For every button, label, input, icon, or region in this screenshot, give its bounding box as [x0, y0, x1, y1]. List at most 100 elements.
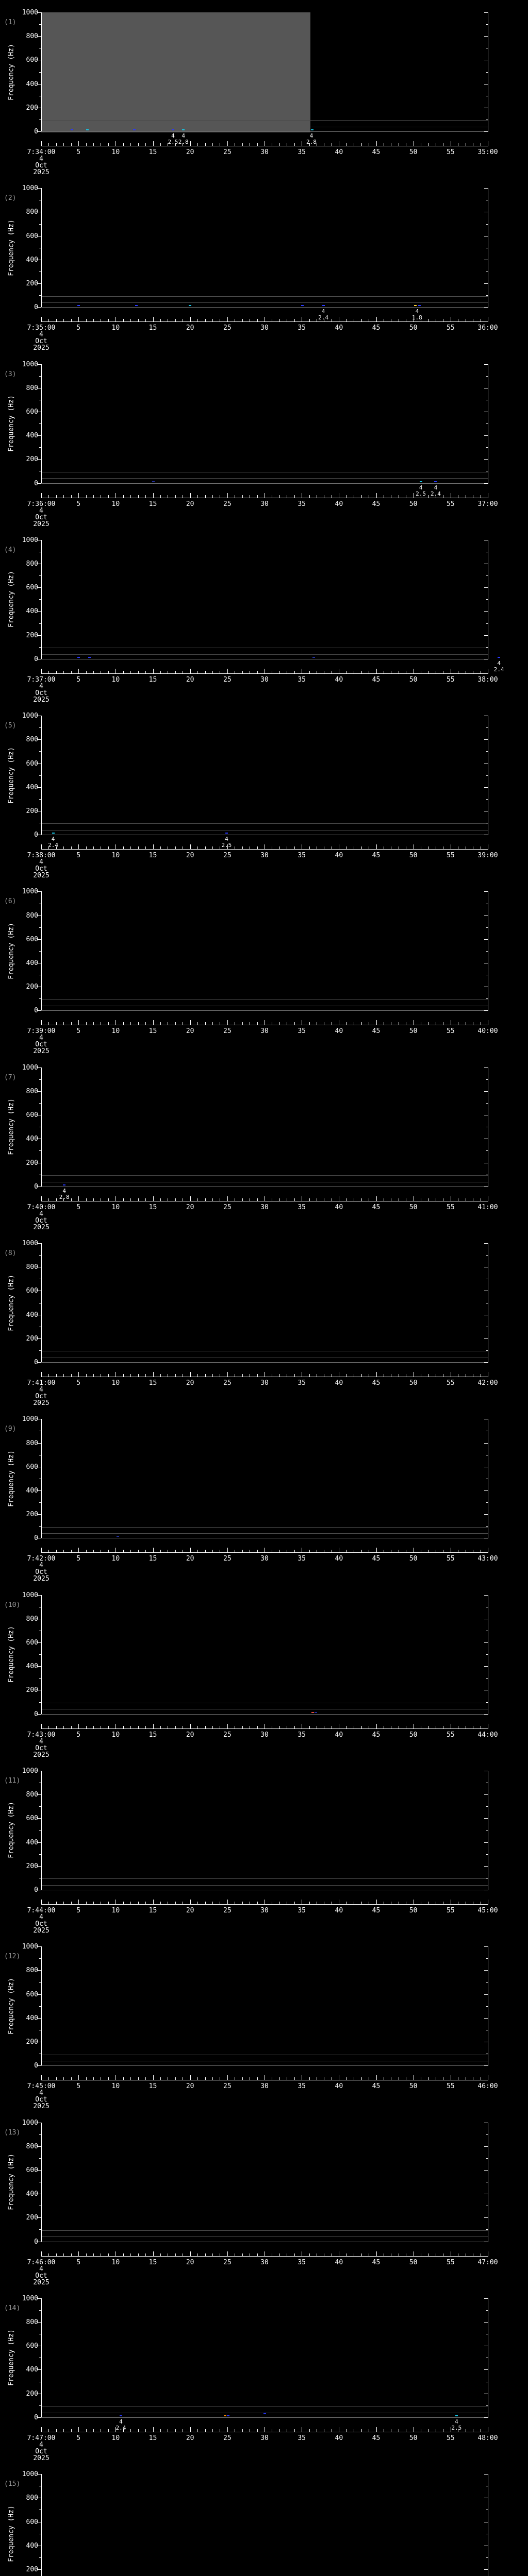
- x-tick: [175, 1550, 176, 1553]
- reference-line: [41, 999, 488, 1000]
- x-tick-label: 35: [298, 1731, 306, 1739]
- y-tick: [486, 1502, 488, 1503]
- y-tick: [484, 611, 488, 612]
- x-tick: [175, 846, 176, 850]
- x-tick-label: 5: [76, 1379, 81, 1387]
- y-axis-title: Frequency (Hz): [7, 395, 15, 452]
- x-tick: [41, 493, 42, 498]
- x-tick-label: 50: [409, 2082, 418, 2091]
- x-tick: [93, 670, 94, 673]
- x-tick-label: 45: [372, 852, 381, 860]
- date-line: Oct: [35, 865, 47, 873]
- x-tick: [309, 495, 310, 498]
- x-tick: [346, 2429, 347, 2432]
- x-tick: [346, 1550, 347, 1553]
- x-tick-label: 55: [447, 324, 455, 332]
- x-tick: [205, 1725, 206, 1728]
- event-magnitude-label: 2.4: [318, 314, 328, 321]
- x-tick: [190, 1899, 191, 1904]
- x-tick: [160, 495, 161, 498]
- x-tick-label: 40: [335, 2082, 343, 2091]
- x-tick: [257, 2253, 258, 2256]
- y-tick: [486, 2229, 488, 2230]
- x-tick: [205, 1550, 206, 1553]
- reference-line: [41, 829, 488, 831]
- x-tick: [153, 1020, 154, 1025]
- x-tick-label: 30: [260, 500, 269, 508]
- x-tick-label: 10: [111, 148, 120, 156]
- x-tick: [227, 1723, 228, 1728]
- event-day-label: 4: [415, 308, 419, 315]
- detection-mark: [88, 656, 91, 658]
- x-tick: [279, 846, 280, 850]
- y-tick: [484, 459, 488, 460]
- panel-index-label: (1): [4, 19, 16, 26]
- y-tick: [39, 751, 41, 752]
- y-axis-left: [41, 1419, 42, 1538]
- y-tick: [486, 376, 488, 377]
- y-tick: [37, 1243, 41, 1244]
- date-line: Oct: [35, 1216, 47, 1225]
- x-tick-label: 30: [260, 1555, 269, 1563]
- y-axis-title: Frequency (Hz): [7, 2329, 15, 2386]
- y-tick: [486, 751, 488, 752]
- x-tick: [212, 1374, 213, 1377]
- x-tick: [257, 143, 258, 146]
- x-tick: [153, 493, 154, 498]
- x-tick: [130, 1725, 131, 1728]
- x-tick: [242, 1198, 243, 1201]
- x-tick: [205, 846, 206, 850]
- reference-line: [41, 1878, 488, 1879]
- y-tick: [484, 36, 488, 37]
- zero-hz-line: [41, 2065, 488, 2066]
- x-tick-label: 55: [447, 852, 455, 860]
- x-tick: [294, 1550, 295, 1553]
- x-tick: [153, 317, 154, 322]
- x-tick: [86, 1901, 87, 1904]
- y-tick: [484, 787, 488, 788]
- x-tick-label: 20: [186, 1555, 194, 1563]
- y-tick: [484, 2065, 488, 2066]
- x-tick-label: 5: [76, 1731, 81, 1739]
- x-tick: [309, 846, 310, 850]
- date-line: 4: [39, 1386, 43, 1394]
- date-label: 4 Oct 2025: [33, 331, 49, 351]
- date-line: 4: [39, 1737, 43, 1745]
- y-tick: [37, 739, 41, 740]
- x-tick: [108, 319, 109, 322]
- x-tick: [212, 670, 213, 673]
- detection-mark: [322, 305, 325, 307]
- x-tick: [428, 1725, 429, 1728]
- y-tick: [37, 1010, 41, 1011]
- x-tick: [428, 1550, 429, 1553]
- x-tick: [63, 1374, 64, 1377]
- event-magnitude-label: 2.5: [168, 139, 178, 145]
- x-tick: [227, 668, 228, 673]
- x-tick: [48, 1198, 50, 1201]
- x-tick: [71, 2077, 72, 2080]
- x-tick: [78, 1372, 79, 1377]
- spectrogram-panel: (6) Frequency (Hz) 0 200 400 600 800 1000 7:39:0…: [0, 879, 528, 1055]
- y-tick-label: 1000: [22, 1415, 38, 1423]
- x-tick-label: 15: [148, 675, 157, 684]
- y-tick: [39, 1350, 41, 1351]
- reference-line: [41, 1885, 488, 1886]
- x-tick: [361, 1374, 362, 1377]
- x-tick-label: 15: [148, 2258, 157, 2266]
- x-tick: [63, 1198, 64, 1201]
- x-tick: [123, 1550, 124, 1553]
- x-tick: [78, 2075, 79, 2080]
- x-tick: [93, 1374, 94, 1377]
- x-tick: [346, 2253, 347, 2256]
- x-tick: [48, 1374, 50, 1377]
- event-day-label: 4: [119, 2418, 123, 2425]
- date-label: 4 Oct 2025: [33, 507, 49, 528]
- y-tick-label: 200: [26, 1159, 38, 1167]
- x-tick: [48, 2253, 50, 2256]
- y-tick-label: 1000: [22, 1767, 38, 1775]
- y-tick: [39, 1678, 41, 1679]
- x-tick: [108, 1901, 109, 1904]
- x-tick: [242, 1374, 243, 1377]
- y-tick: [484, 1067, 488, 1068]
- x-tick: [160, 2077, 161, 2080]
